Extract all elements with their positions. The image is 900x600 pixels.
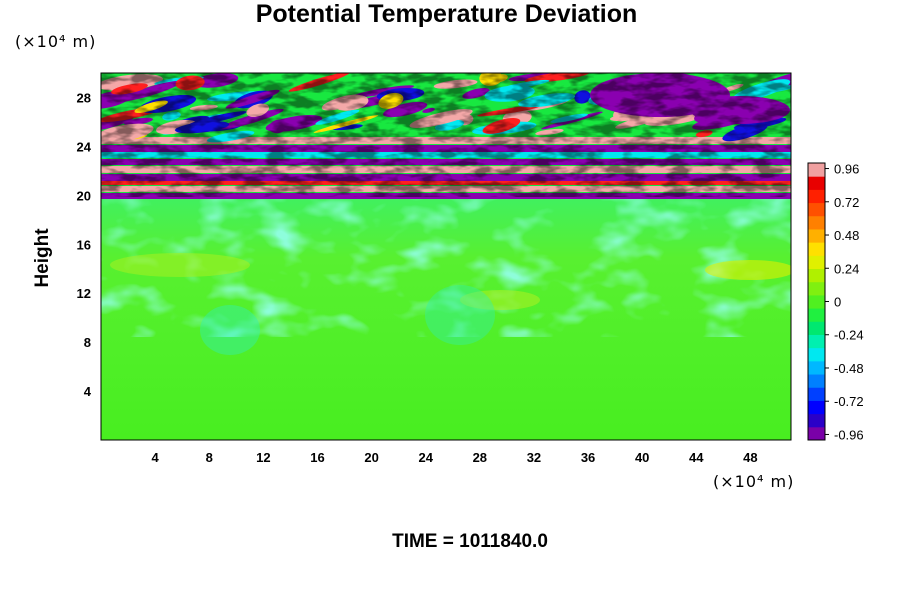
colorbar-swatch	[808, 255, 825, 270]
colorbar-swatch	[808, 294, 825, 309]
colorbar-tick-label: 0.72	[834, 195, 859, 210]
y-tick-label: 24	[77, 139, 92, 154]
colorbar-tick-label: -0.96	[834, 427, 864, 442]
colorbar-swatch	[808, 400, 825, 415]
colorbar-tick-label: 0	[834, 295, 841, 310]
x-tick-label: 4	[152, 450, 160, 465]
warm-patch	[460, 290, 540, 310]
x-tick-label: 32	[527, 450, 541, 465]
y-axis-ticks: 4 8 12 16 20 24 28	[77, 90, 92, 399]
colorbar-swatch	[808, 215, 825, 230]
x-tick-label: 16	[310, 450, 324, 465]
x-tick-label: 8	[206, 450, 213, 465]
warm-patch	[705, 260, 791, 280]
y-tick-label: 4	[84, 384, 92, 399]
colorbar-swatch	[808, 281, 825, 296]
x-axis-ticks: 4 8 12 16 20 24 28 32 36 40 44 48	[152, 450, 758, 465]
x-tick-label: 28	[473, 450, 487, 465]
colorbar-tick-label: 0.24	[834, 261, 859, 276]
upper-turbulence	[101, 73, 791, 197]
y-tick-label: 8	[84, 335, 91, 350]
colorbar-swatch	[808, 308, 825, 322]
x-tick-label: 36	[581, 450, 595, 465]
colorbar-swatch	[808, 347, 825, 362]
colorbar-swatch	[808, 413, 825, 428]
colorbar-swatch	[808, 321, 825, 335]
x-axis-unit: (×10⁴ m)	[713, 472, 795, 491]
y-axis-unit: (×10⁴ m)	[15, 32, 97, 51]
colorbar-swatch	[808, 189, 825, 204]
colorbar-swatch	[808, 163, 825, 177]
colorbar-swatch	[808, 374, 825, 388]
colorbar-swatch	[808, 176, 825, 190]
chart-title: Potential Temperature Deviation	[255, 0, 638, 28]
colorbar-swatch	[808, 228, 825, 243]
colorbar-swatch	[808, 242, 825, 256]
colorbar-tick-label: -0.48	[834, 361, 864, 376]
x-tick-label: 48	[743, 450, 757, 465]
y-tick-label: 16	[77, 237, 91, 252]
colorbar-tick-label: -0.24	[834, 328, 864, 343]
x-tick-label: 20	[364, 450, 378, 465]
warm-patch	[110, 253, 250, 277]
colorbar-swatch	[808, 360, 825, 375]
colorbar-swatch	[808, 268, 825, 283]
x-tick-label: 24	[418, 450, 433, 465]
y-tick-label: 12	[77, 286, 91, 301]
colorbar	[807, 162, 826, 441]
time-label: TIME = 1011840.0	[392, 531, 548, 552]
colorbar-swatch	[808, 202, 825, 217]
colorbar-tick-label: 0.96	[834, 162, 859, 177]
y-tick-label: 20	[77, 188, 91, 203]
colorbar-ticks: 0.96 0.72 0.48 0.24 0 -0.24 -0.48 -0.72 -0.96	[825, 162, 864, 442]
colorbar-tick-label: 0.48	[834, 228, 859, 243]
colorbar-swatch	[808, 334, 825, 349]
cool-patch	[200, 305, 260, 355]
plot-frame	[100, 72, 792, 441]
colorbar-tick-label: -0.72	[834, 394, 864, 409]
x-tick-label: 44	[689, 450, 704, 465]
colorbar-swatch	[808, 387, 825, 401]
cool-patch	[425, 285, 495, 345]
x-tick-label: 40	[635, 450, 649, 465]
heatmap-field	[101, 73, 791, 440]
y-tick-label: 28	[77, 90, 91, 105]
x-tick-label: 12	[256, 450, 270, 465]
colorbar-swatch	[808, 426, 825, 441]
